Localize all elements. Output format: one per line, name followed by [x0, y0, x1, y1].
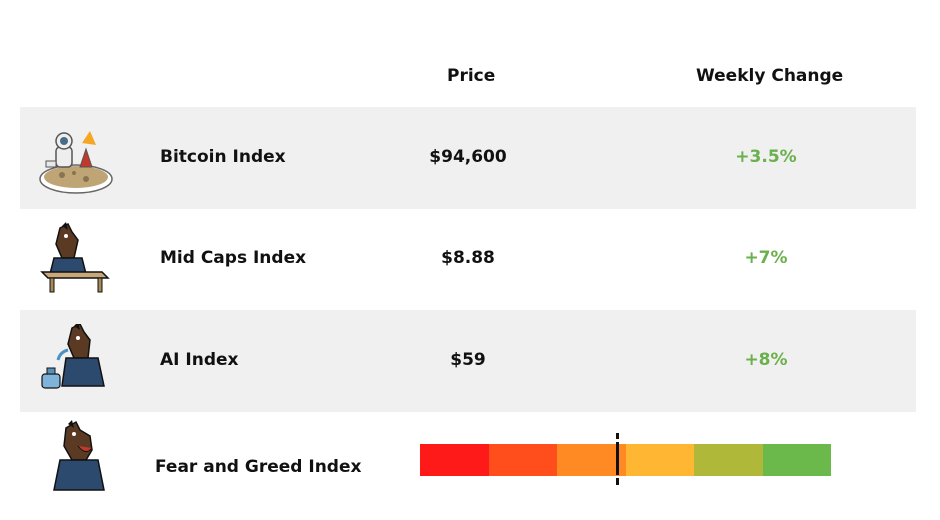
row-name: AI Index [160, 350, 239, 370]
row-price: $8.88 [441, 248, 495, 268]
fear-greed-row: Fear and Greed Index [20, 412, 916, 514]
row-price: $94,600 [429, 147, 507, 167]
price-header: Price [447, 66, 496, 86]
gauge-segment [625, 444, 694, 476]
astronaut-on-asteroid-icon [39, 131, 113, 194]
horse-with-inhaler-icon [41, 324, 105, 389]
weekly-change-header: Weekly Change [696, 66, 844, 86]
table-row-bitcoin: Bitcoin Index $94,600 +3.5% [20, 107, 916, 209]
row-weekly-change: +3.5% [735, 147, 797, 167]
row-name: Bitcoin Index [160, 147, 286, 167]
horse-at-desk-icon [40, 222, 110, 293]
gauge-segment [557, 444, 626, 476]
fear-greed-gauge [420, 444, 831, 478]
laughing-horse-icon [53, 420, 105, 491]
gauge-segment [420, 444, 489, 476]
gauge-segment [694, 444, 763, 476]
fear-greed-label: Fear and Greed Index [155, 457, 362, 477]
row-price: $59 [450, 350, 486, 370]
row-weekly-change: +8% [744, 350, 788, 370]
gauge-segment [488, 444, 557, 476]
row-weekly-change: +7% [744, 248, 788, 268]
row-name: Mid Caps Index [160, 248, 307, 268]
gauge-segment [762, 444, 831, 476]
table-row-ai: AI Index $59 +8% [20, 310, 916, 412]
table-row-mid-caps: Mid Caps Index $8.88 +7% [20, 208, 916, 310]
fear-greed-marker [616, 433, 620, 485]
